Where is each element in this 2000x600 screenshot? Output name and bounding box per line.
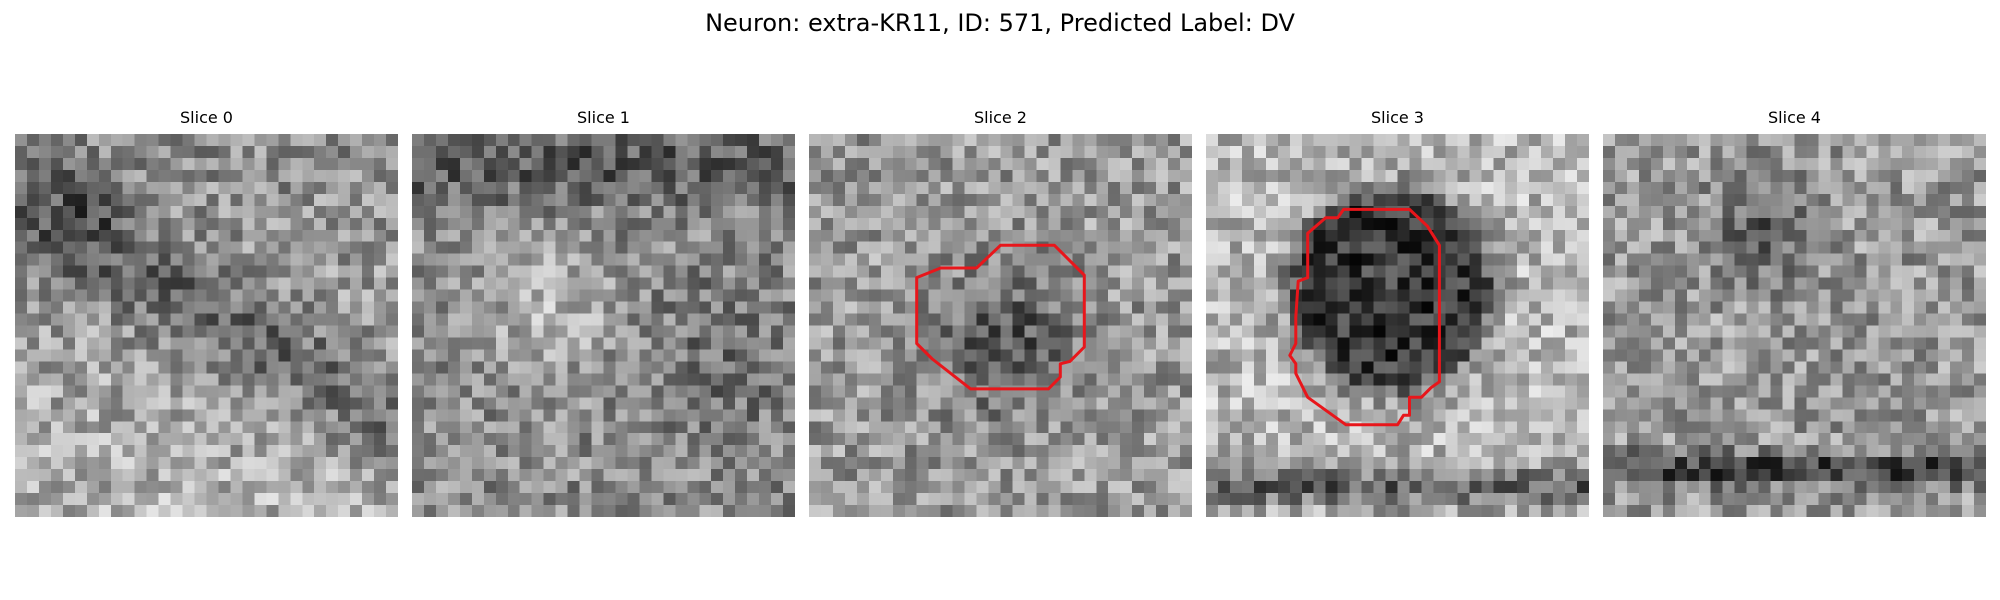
figure-title: Neuron: extra-KR11, ID: 571, Predicted L… — [705, 9, 1295, 37]
slice-pixel-grid — [809, 134, 1192, 517]
slice-pixel-grid — [1603, 134, 1986, 517]
slice-title: Slice 2 — [974, 108, 1027, 127]
segmentation-contour — [915, 243, 1086, 391]
slice-title: Slice 3 — [1371, 108, 1424, 127]
slice-panel-3: Slice 3 — [1206, 108, 1589, 517]
slice-image — [1603, 134, 1986, 517]
slice-pixel-grid — [412, 134, 795, 517]
slice-pixel-grid — [1206, 134, 1589, 517]
slice-image — [15, 134, 398, 517]
slice-title: Slice 1 — [577, 108, 630, 127]
slice-title: Slice 0 — [180, 108, 233, 127]
slice-image — [412, 134, 795, 517]
slice-panel-2: Slice 2 — [809, 108, 1192, 517]
slice-pixel-grid — [15, 134, 398, 517]
slice-panel-0: Slice 0 — [15, 108, 398, 517]
segmentation-contour — [1288, 207, 1441, 427]
slice-image — [1206, 134, 1589, 517]
slice-title: Slice 4 — [1768, 108, 1821, 127]
slice-panel-4: Slice 4 — [1603, 108, 1986, 517]
slice-panel-1: Slice 1 — [412, 108, 795, 517]
slice-image — [809, 134, 1192, 517]
